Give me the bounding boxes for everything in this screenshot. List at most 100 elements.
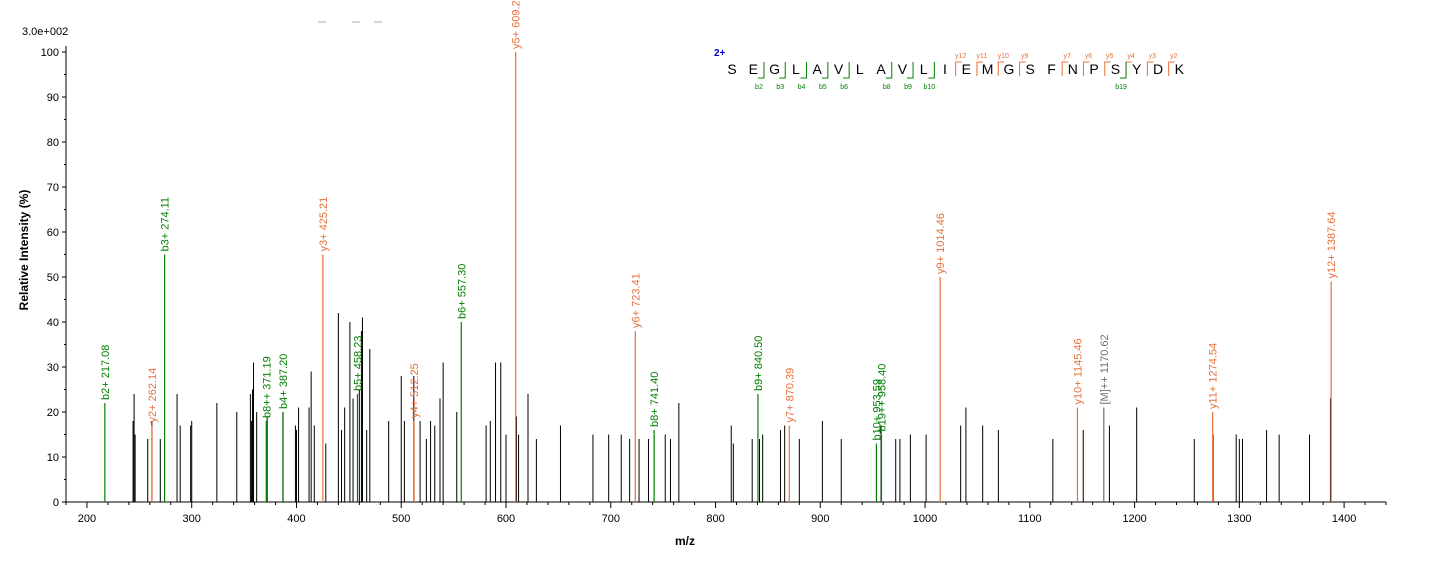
b-ion-label: b4: [798, 84, 806, 91]
sequence-residue: S: [1111, 61, 1120, 77]
b-ion-label: b2: [755, 84, 763, 91]
peak-label: b6+ 557.30: [456, 264, 468, 319]
y-ion-bracket: [1082, 61, 1090, 76]
sequence-residue: G: [1003, 61, 1014, 77]
peak-label: b19++ 958.40: [876, 364, 888, 432]
peak-label: y12+ 1387.64: [1326, 212, 1338, 279]
y-ion-label: y9: [1021, 53, 1029, 60]
y-ion-label: y12: [955, 53, 966, 60]
peak-label: y10+ 1145.46: [1072, 338, 1084, 404]
b-ion-bracket: [885, 62, 893, 79]
sequence-residue: V: [898, 61, 908, 77]
b-ion-bracket: [843, 62, 850, 79]
y-tick-label: 80: [47, 137, 59, 149]
peak-label: y4+ 512.25: [409, 363, 421, 418]
b-ion-label: b3: [776, 84, 784, 91]
b-ion-label: b19: [1115, 84, 1127, 91]
sequence-residue: A: [876, 61, 886, 77]
y-tick-label: 30: [47, 362, 59, 374]
x-tick-label: 1100: [1018, 513, 1042, 525]
y-ion-label: y11: [977, 53, 988, 60]
y-ion-label: y7: [1063, 53, 1071, 60]
y-tick-label: 20: [47, 407, 59, 419]
peak-label: y5+ 609.29: [511, 0, 523, 49]
y-ion-label: y3: [1149, 53, 1157, 60]
x-tick-label: 1300: [1227, 513, 1251, 525]
scale-label: 3.0e+002: [22, 26, 68, 38]
peak-label: y3+ 425.21: [318, 197, 330, 252]
y-ion-bracket: [1168, 61, 1175, 76]
y-tick-label: 40: [47, 317, 59, 329]
sequence-residue: Y: [1132, 61, 1142, 77]
peaks-layer: [104, 52, 1332, 502]
y-ion-bracket: [1019, 61, 1026, 76]
sequence-residue: A: [813, 61, 823, 77]
b-ion-bracket: [1120, 62, 1127, 79]
y-ion-bracket: [976, 61, 983, 76]
sequence-residue: L: [856, 61, 864, 77]
x-axis-title: m/z: [675, 534, 695, 548]
y-tick-label: 0: [53, 497, 59, 509]
x-tick-label: 300: [183, 513, 201, 525]
peak-label: [M]++ 1170.62: [1099, 334, 1111, 404]
y-ion-bracket: [1104, 61, 1111, 76]
b-ion-label: b8: [883, 84, 891, 91]
peak-label: y9+ 1014.46: [935, 213, 947, 274]
b-ion-bracket: [800, 62, 808, 79]
sequence-residue: I: [943, 61, 947, 77]
peak-label: y11+ 1274.54: [1208, 343, 1220, 409]
sequence-residue: D: [1153, 61, 1163, 77]
sequence-residue: F: [1047, 61, 1056, 77]
sequence-residue: L: [792, 61, 800, 77]
y-ion-label: y5: [1106, 53, 1114, 60]
sequence-residue: V: [834, 61, 844, 77]
y-ion-label: y2: [1170, 53, 1178, 60]
x-tick-label: 700: [602, 513, 620, 525]
sequence-residue: S: [727, 61, 736, 77]
peak-label: b3+ 274.11: [160, 197, 172, 252]
sequence-residue: E: [962, 61, 971, 77]
sequence-residue: K: [1175, 61, 1185, 77]
y-tick-label: 60: [47, 227, 59, 239]
sequence-residue: E: [749, 61, 758, 77]
b-ion-bracket: [907, 62, 914, 79]
x-tick-label: 1200: [1122, 513, 1146, 525]
x-tick-label: 1000: [913, 513, 937, 525]
y-ion-bracket: [1061, 61, 1069, 76]
x-tick-label: 1400: [1332, 513, 1356, 525]
sequence-residue: M: [982, 61, 994, 77]
peak-label: y7+ 870.39: [784, 368, 796, 423]
axes: 0 10 20 30 40 50 60 70 80 90 100 200 300 400 500 600 700…: [41, 46, 1387, 525]
y-ion-bracket: [997, 61, 1005, 76]
x-tick-label: 400: [287, 513, 305, 525]
peak-label: b5+ 458.23: [352, 336, 364, 391]
y-ion-label: y4: [1127, 53, 1135, 60]
sequence-residue: S: [1026, 61, 1035, 77]
y-ion-bracket: [1146, 61, 1154, 76]
y-ion-bracket: [955, 61, 962, 76]
b-ion-label: b6: [840, 84, 848, 91]
b-ion-label: b5: [819, 84, 827, 91]
y-axis-title: Relative Intensity (%): [17, 190, 31, 311]
x-tick-label: 200: [78, 513, 96, 525]
b-ion-label: b9: [904, 84, 912, 91]
x-tick-label: 500: [392, 513, 410, 525]
y-tick-label: 90: [47, 92, 59, 104]
y-ion-label: y6: [1085, 53, 1093, 60]
b-ion-bracket: [928, 62, 935, 79]
sequence-residue: P: [1089, 61, 1098, 77]
x-tick-label: 900: [811, 513, 829, 525]
b-ion-bracket: [821, 62, 829, 79]
x-tick-label: 800: [706, 513, 724, 525]
sequence-residue: N: [1068, 61, 1078, 77]
charge-state: 2+: [714, 48, 726, 59]
b-ion-label: b10: [924, 84, 936, 91]
peak-label: b10+ 953.59: [871, 379, 883, 440]
peak-label: b8+ 741.40: [649, 372, 661, 427]
peak-label: b8++ 371.19: [261, 356, 273, 418]
y-tick-label: 100: [41, 47, 59, 59]
sequence-residue: G: [769, 61, 780, 77]
y-tick-label: 10: [47, 452, 59, 464]
